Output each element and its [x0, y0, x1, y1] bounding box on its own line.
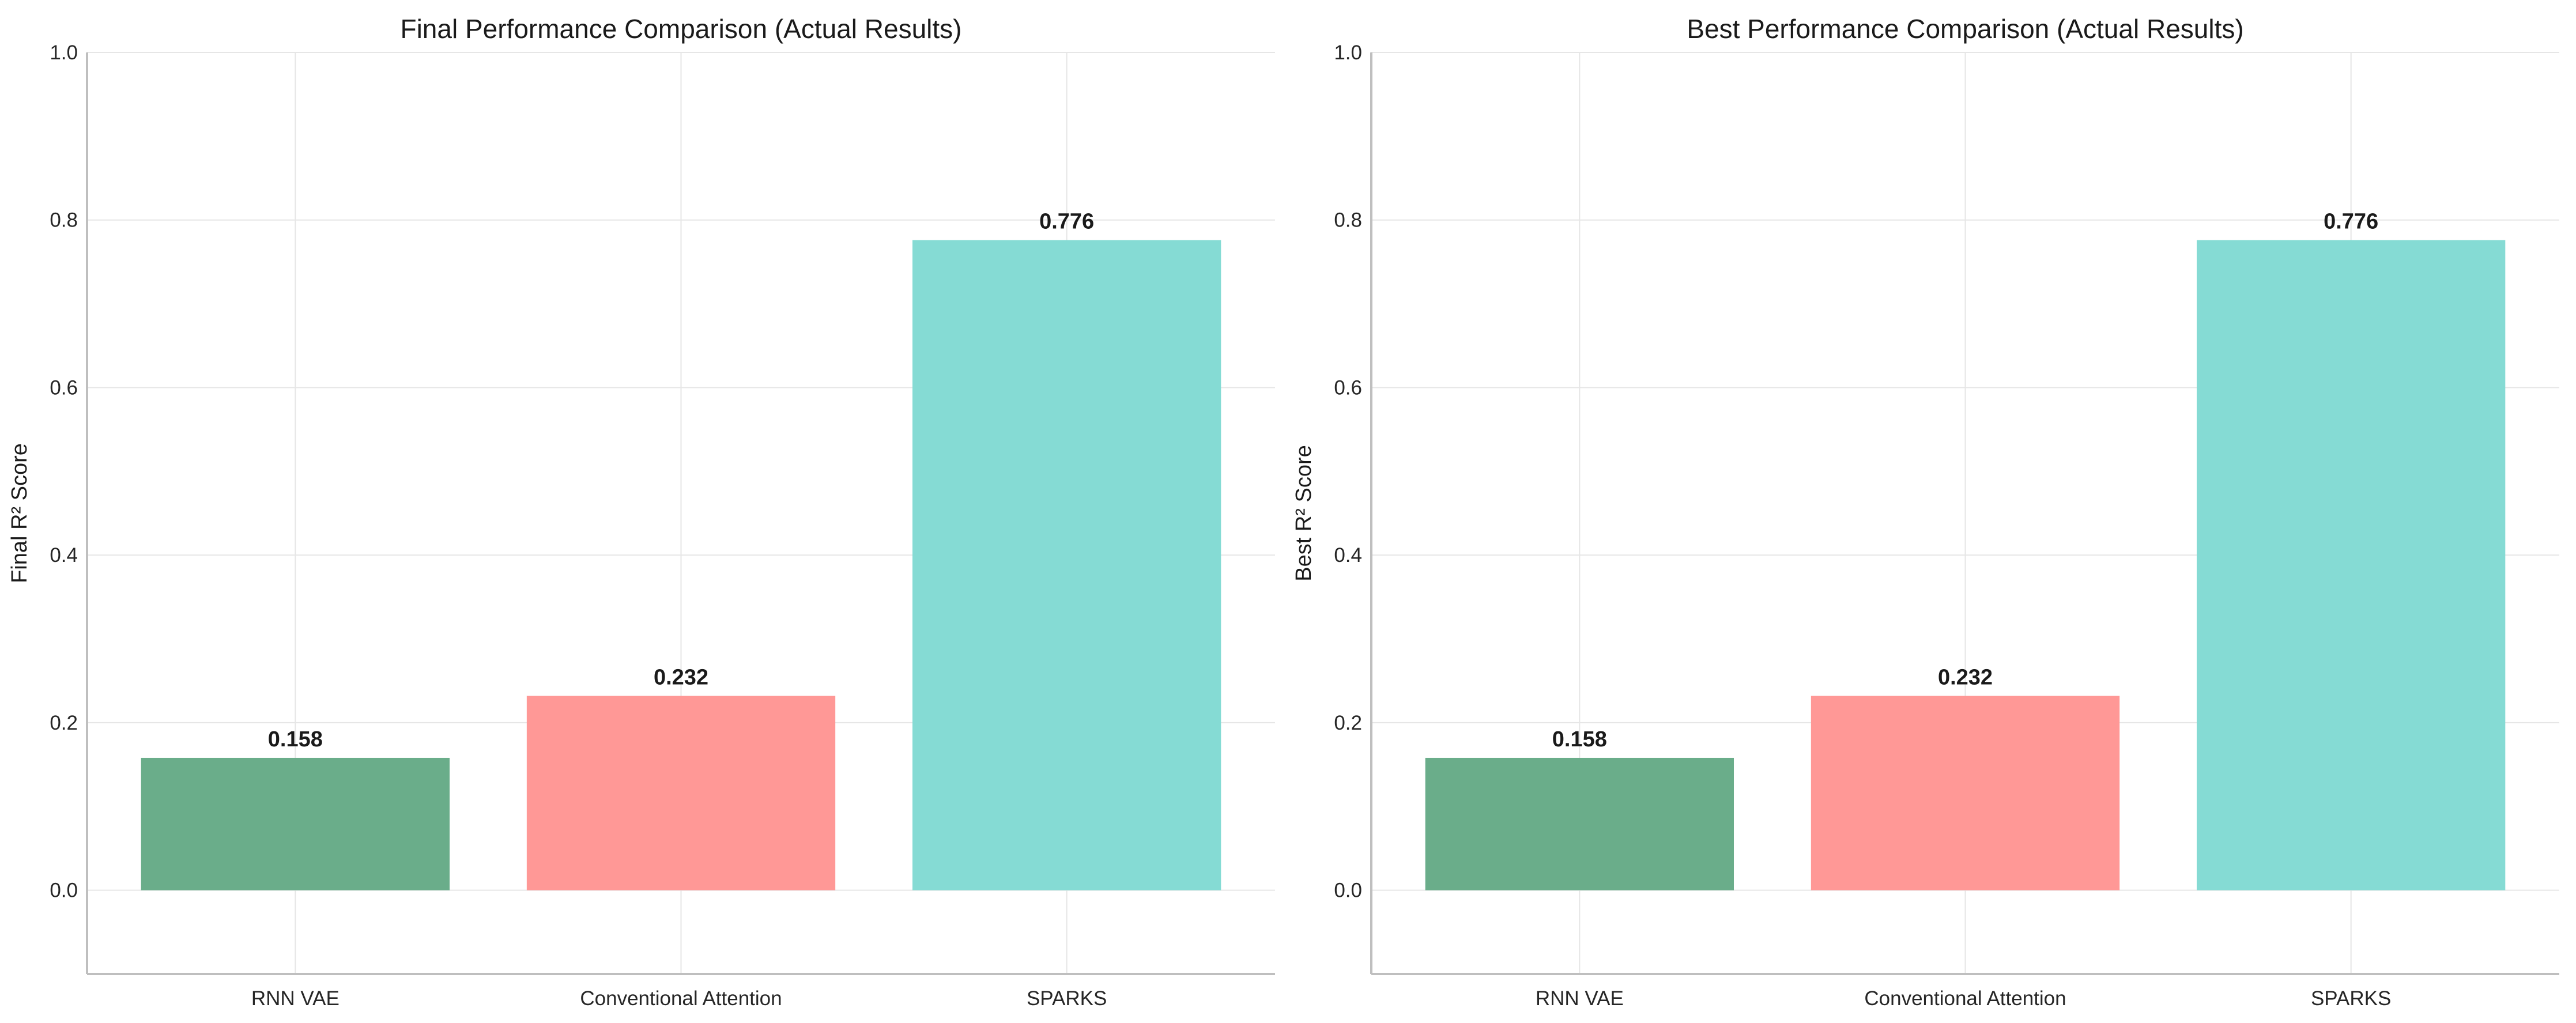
bar: [912, 240, 1221, 890]
x-tick-label: RNN VAE: [251, 987, 340, 1010]
x-tick-label: Conventional Attention: [1864, 987, 2066, 1010]
y-tick-label: 0.2: [1334, 712, 1362, 734]
chart-title: Final Performance Comparison (Actual Res…: [400, 14, 961, 44]
bar-value-label: 0.158: [1552, 727, 1607, 752]
y-tick-label: 1.0: [1334, 41, 1362, 64]
bar: [526, 696, 836, 890]
bar-value-label: 0.776: [1039, 210, 1094, 234]
y-tick-label: 0.4: [50, 544, 78, 567]
bar: [1425, 757, 1734, 890]
y-tick-label: 0.6: [50, 376, 78, 399]
y-tick-label: 0.2: [50, 712, 78, 734]
bar: [2196, 240, 2506, 890]
y-tick-label: 1.0: [50, 41, 78, 64]
final-performance-chart: 0.0 0.2 0.4 0.6 0.8 1.0 0.158 0.232 0.776 RNN VAE…: [7, 14, 1275, 1010]
bar: [141, 757, 450, 890]
y-axis-label: Best R² Score: [1292, 445, 1316, 582]
y-tick-label: 0.8: [50, 209, 78, 232]
bar-value-label: 0.776: [2324, 210, 2378, 234]
y-tick-label: 0.4: [1334, 544, 1362, 567]
y-tick-label: 0.0: [50, 879, 78, 902]
y-tick-label: 0.0: [1334, 879, 1362, 902]
bar-value-label: 0.232: [654, 665, 708, 689]
x-tick-label: RNN VAE: [1536, 987, 1624, 1010]
x-tick-label: Conventional Attention: [580, 987, 782, 1010]
best-performance-chart: 0.0 0.2 0.4 0.6 0.8 1.0 0.158 0.232 0.776 RNN VAE…: [1292, 14, 2559, 1010]
bar-value-label: 0.158: [268, 727, 323, 752]
y-tick-label: 0.8: [1334, 209, 1362, 232]
y-axis-label: Final R² Score: [7, 443, 32, 583]
x-tick-label: SPARKS: [2311, 987, 2391, 1010]
y-tick-label: 0.6: [1334, 376, 1362, 399]
x-tick-label: SPARKS: [1027, 987, 1107, 1010]
bar-value-label: 0.232: [1938, 665, 1993, 689]
bar: [1811, 696, 2120, 890]
chart-title: Best Performance Comparison (Actual Resu…: [1687, 14, 2243, 44]
